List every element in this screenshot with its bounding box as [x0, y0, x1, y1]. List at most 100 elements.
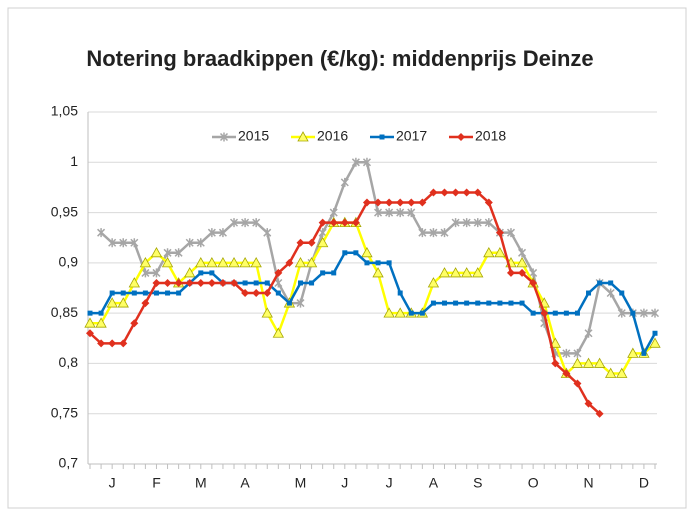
legend-entry: 2018	[449, 128, 506, 144]
marker	[605, 367, 617, 378]
marker	[165, 290, 171, 296]
marker-stroke	[185, 238, 194, 248]
marker	[396, 198, 405, 207]
x-tick-label: A	[240, 475, 250, 491]
y-tick-label: 0,9	[59, 254, 79, 270]
marker	[318, 228, 327, 238]
marker	[385, 198, 394, 207]
marker	[294, 257, 307, 268]
legend-marker	[457, 133, 465, 141]
marker-stroke	[152, 268, 161, 278]
marker	[508, 300, 514, 306]
marker	[549, 337, 561, 348]
marker	[119, 238, 128, 248]
marker-stroke	[473, 218, 482, 228]
marker	[442, 300, 448, 306]
marker	[329, 208, 338, 218]
marker	[353, 250, 359, 256]
marker	[351, 157, 360, 167]
marker	[86, 329, 94, 338]
x-tick-label: O	[528, 475, 539, 491]
marker-stroke	[385, 208, 394, 218]
marker	[372, 267, 384, 278]
marker	[529, 278, 538, 287]
marker	[152, 278, 161, 287]
marker	[551, 359, 560, 368]
y-tick-label: 1	[70, 153, 78, 169]
marker	[97, 339, 106, 348]
y-tick-label: 0,95	[51, 203, 78, 219]
marker	[649, 337, 661, 348]
marker	[198, 270, 204, 276]
marker	[261, 307, 273, 318]
marker-stroke	[97, 228, 106, 238]
legend-label: 2018	[475, 128, 506, 144]
legend-label: 2016	[317, 128, 348, 144]
legend-entry: 2016	[291, 128, 348, 144]
marker	[472, 267, 484, 278]
marker-stroke	[650, 308, 660, 318]
marker-stroke	[108, 238, 117, 248]
marker-stroke	[252, 218, 261, 228]
marker	[128, 277, 140, 288]
marker	[207, 228, 216, 238]
legend-symbol	[457, 133, 465, 141]
marker	[440, 228, 449, 238]
marker	[340, 177, 349, 187]
marker	[397, 290, 403, 296]
marker	[506, 228, 516, 238]
marker	[272, 327, 285, 338]
marker	[307, 238, 316, 247]
marker	[641, 350, 647, 356]
marker	[530, 310, 536, 316]
x-tick-label: D	[639, 475, 649, 491]
marker	[252, 289, 261, 298]
marker	[483, 246, 495, 258]
x-tick-label: M	[195, 475, 207, 491]
marker	[429, 188, 438, 197]
marker	[274, 268, 283, 277]
y-tick-label: 1,05	[51, 103, 78, 119]
marker	[241, 218, 250, 228]
marker	[196, 278, 205, 287]
marker-stroke	[229, 218, 239, 228]
marker-stroke	[484, 218, 493, 228]
marker	[305, 257, 318, 268]
marker	[316, 236, 329, 248]
marker	[84, 317, 96, 328]
marker	[630, 310, 636, 316]
marker	[95, 317, 107, 328]
marker-stroke	[130, 238, 139, 248]
legend-entry: 2015	[212, 128, 269, 144]
marker	[364, 260, 370, 266]
marker	[519, 300, 525, 306]
marker	[131, 290, 137, 296]
marker-stroke	[362, 157, 371, 167]
marker	[241, 289, 250, 298]
marker-stroke	[340, 177, 349, 187]
x-tick-label: S	[473, 475, 482, 491]
marker	[462, 218, 471, 228]
x-tick-label: J	[341, 475, 348, 491]
marker	[97, 228, 106, 238]
y-tick-label: 0,75	[51, 404, 78, 420]
chart-title: Notering braadkippen (€/kg): middenprijs…	[86, 46, 593, 71]
marker	[109, 290, 115, 296]
marker	[263, 228, 272, 238]
y-tick-label: 0,85	[51, 304, 78, 320]
marker-stroke	[617, 308, 626, 318]
marker-stroke	[241, 218, 250, 228]
marker	[264, 280, 270, 286]
marker	[593, 357, 606, 368]
marker-stroke	[529, 268, 538, 278]
marker	[285, 258, 294, 267]
marker-stroke	[141, 268, 150, 278]
legend-marker	[219, 132, 229, 142]
marker-stroke	[163, 248, 172, 258]
marker	[207, 278, 216, 287]
marker	[486, 300, 492, 306]
marker-stroke	[606, 288, 615, 298]
marker	[608, 280, 614, 286]
marker-stroke	[418, 228, 427, 238]
marker	[440, 188, 449, 197]
